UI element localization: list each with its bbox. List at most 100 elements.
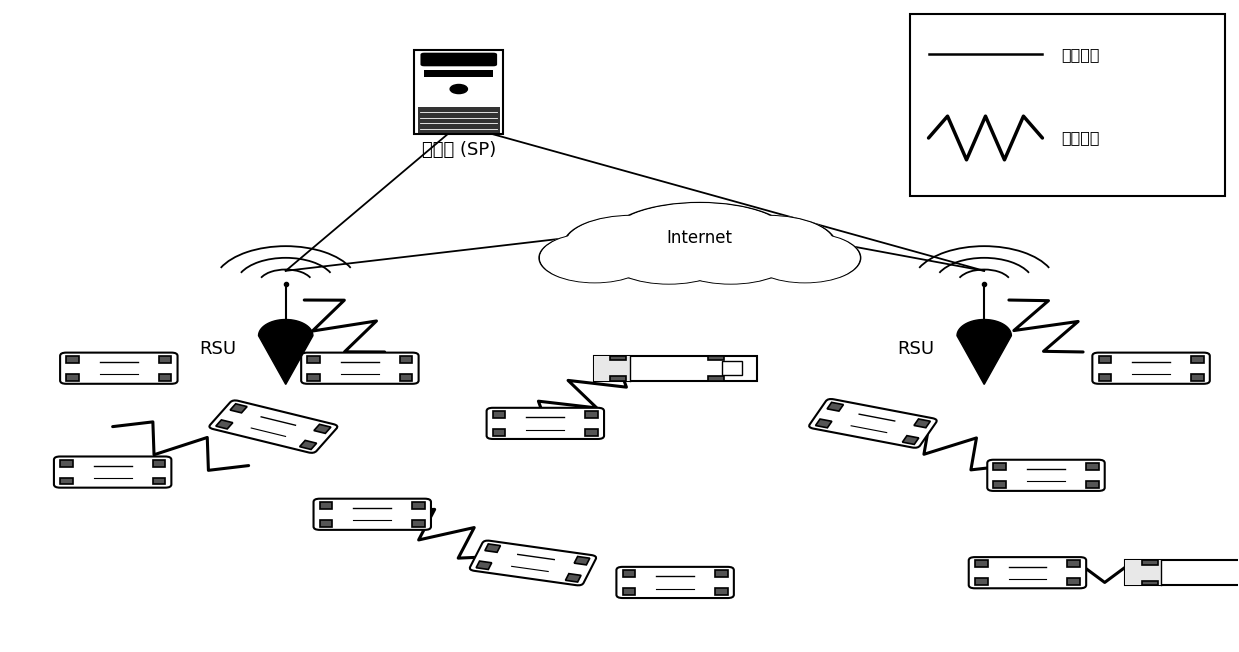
FancyBboxPatch shape: [413, 520, 425, 527]
FancyBboxPatch shape: [610, 376, 626, 381]
FancyBboxPatch shape: [307, 374, 320, 381]
FancyBboxPatch shape: [418, 106, 499, 132]
FancyBboxPatch shape: [622, 570, 636, 577]
FancyBboxPatch shape: [61, 460, 73, 467]
FancyBboxPatch shape: [61, 353, 177, 384]
FancyBboxPatch shape: [809, 399, 937, 448]
Text: 有线连接: 有线连接: [1062, 47, 1100, 62]
FancyBboxPatch shape: [715, 588, 727, 595]
FancyBboxPatch shape: [1125, 560, 1161, 585]
FancyBboxPatch shape: [159, 356, 171, 363]
Ellipse shape: [539, 233, 650, 282]
FancyBboxPatch shape: [67, 374, 79, 381]
FancyBboxPatch shape: [585, 411, 598, 418]
FancyBboxPatch shape: [969, 557, 1087, 588]
FancyBboxPatch shape: [209, 400, 337, 453]
FancyBboxPatch shape: [909, 14, 1225, 196]
Ellipse shape: [703, 216, 834, 273]
Text: 1: 1: [274, 354, 280, 364]
Ellipse shape: [669, 232, 793, 284]
Text: 服务商 (SP): 服务商 (SP): [421, 141, 496, 159]
FancyBboxPatch shape: [414, 50, 503, 134]
FancyBboxPatch shape: [313, 499, 431, 530]
FancyBboxPatch shape: [230, 404, 247, 413]
Ellipse shape: [610, 203, 789, 273]
FancyBboxPatch shape: [1099, 356, 1111, 363]
FancyBboxPatch shape: [1191, 356, 1203, 363]
Polygon shape: [957, 319, 1011, 385]
FancyBboxPatch shape: [707, 376, 724, 381]
FancyBboxPatch shape: [1085, 463, 1099, 470]
FancyBboxPatch shape: [593, 356, 629, 381]
FancyBboxPatch shape: [216, 420, 233, 429]
FancyBboxPatch shape: [715, 570, 727, 577]
FancyBboxPatch shape: [493, 411, 506, 418]
FancyBboxPatch shape: [400, 374, 413, 381]
Ellipse shape: [607, 232, 731, 284]
FancyBboxPatch shape: [307, 356, 320, 363]
FancyBboxPatch shape: [1141, 580, 1157, 585]
FancyBboxPatch shape: [574, 556, 590, 565]
FancyBboxPatch shape: [593, 356, 757, 381]
FancyBboxPatch shape: [400, 356, 413, 363]
Ellipse shape: [670, 233, 790, 283]
FancyBboxPatch shape: [470, 541, 596, 585]
FancyBboxPatch shape: [565, 574, 581, 582]
FancyBboxPatch shape: [1067, 578, 1080, 585]
Text: RSU: RSU: [199, 340, 237, 358]
FancyBboxPatch shape: [159, 374, 171, 381]
FancyBboxPatch shape: [152, 460, 165, 467]
Ellipse shape: [610, 233, 729, 283]
Text: 无线连接: 无线连接: [1062, 130, 1100, 145]
FancyBboxPatch shape: [722, 361, 742, 375]
Text: 2: 2: [971, 354, 979, 364]
Ellipse shape: [564, 216, 700, 274]
FancyBboxPatch shape: [61, 477, 73, 484]
FancyBboxPatch shape: [424, 70, 493, 78]
FancyBboxPatch shape: [313, 424, 331, 434]
FancyBboxPatch shape: [617, 567, 733, 598]
FancyBboxPatch shape: [987, 460, 1105, 491]
FancyBboxPatch shape: [320, 502, 332, 509]
FancyBboxPatch shape: [1085, 481, 1099, 488]
Ellipse shape: [607, 203, 793, 274]
Ellipse shape: [751, 234, 859, 282]
FancyBboxPatch shape: [828, 402, 844, 411]
FancyBboxPatch shape: [994, 463, 1006, 470]
FancyBboxPatch shape: [67, 356, 79, 363]
FancyBboxPatch shape: [975, 578, 987, 585]
Text: Internet: Internet: [667, 230, 732, 247]
FancyBboxPatch shape: [994, 481, 1006, 488]
FancyBboxPatch shape: [1093, 353, 1209, 384]
FancyBboxPatch shape: [320, 520, 332, 527]
FancyBboxPatch shape: [815, 419, 831, 428]
FancyBboxPatch shape: [1141, 560, 1157, 565]
FancyBboxPatch shape: [55, 456, 171, 488]
FancyBboxPatch shape: [420, 53, 497, 67]
FancyBboxPatch shape: [487, 408, 605, 439]
FancyBboxPatch shape: [301, 353, 419, 384]
FancyBboxPatch shape: [152, 477, 165, 484]
FancyBboxPatch shape: [300, 440, 317, 449]
FancyBboxPatch shape: [622, 588, 636, 595]
FancyBboxPatch shape: [476, 561, 492, 569]
FancyBboxPatch shape: [493, 429, 506, 436]
FancyBboxPatch shape: [1099, 374, 1111, 381]
FancyBboxPatch shape: [413, 502, 425, 509]
Text: RSU: RSU: [897, 340, 934, 358]
FancyBboxPatch shape: [484, 544, 501, 552]
Ellipse shape: [540, 234, 649, 282]
FancyBboxPatch shape: [902, 436, 919, 445]
FancyBboxPatch shape: [975, 560, 987, 567]
Ellipse shape: [750, 233, 861, 282]
Polygon shape: [259, 319, 313, 385]
Ellipse shape: [700, 216, 836, 274]
FancyBboxPatch shape: [1067, 560, 1080, 567]
Circle shape: [450, 85, 467, 94]
FancyBboxPatch shape: [585, 429, 598, 436]
FancyBboxPatch shape: [1125, 560, 1239, 585]
FancyBboxPatch shape: [707, 356, 724, 361]
FancyBboxPatch shape: [914, 419, 930, 428]
FancyBboxPatch shape: [1191, 374, 1203, 381]
FancyBboxPatch shape: [610, 356, 626, 361]
